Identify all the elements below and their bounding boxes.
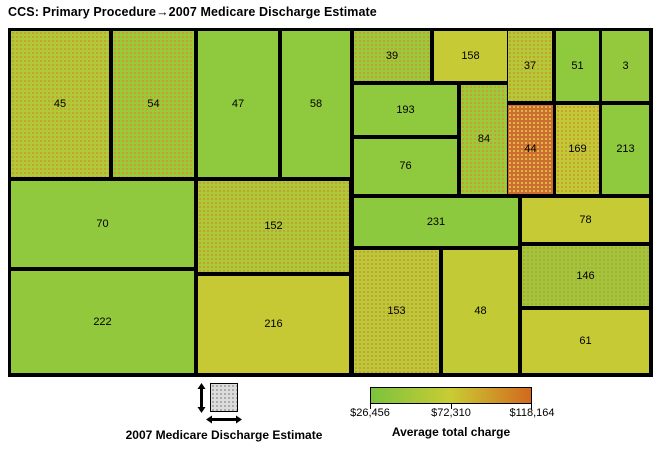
treemap-cell-3[interactable]: 3	[602, 31, 649, 101]
treemap-cell-label: 44	[524, 143, 537, 155]
treemap-cell-label: 231	[426, 215, 446, 228]
treemap-cell-152[interactable]: 152	[198, 181, 349, 272]
treemap-cell-193[interactable]: 193	[354, 85, 457, 135]
treemap-cell-label: 146	[576, 269, 595, 282]
treemap-cell-label: 37	[523, 59, 537, 72]
treemap-cell-label: 152	[264, 220, 283, 232]
treemap-cell-51[interactable]: 51	[556, 31, 599, 101]
treemap-cell-158[interactable]: 158	[434, 31, 507, 81]
treemap-cell-153[interactable]: 153	[354, 250, 439, 373]
treemap-cell-label: 47	[231, 97, 245, 110]
color-gradient-bar	[370, 387, 532, 404]
treemap-cell-76[interactable]: 76	[354, 139, 457, 194]
treemap-cell-213[interactable]: 213	[602, 105, 649, 194]
treemap-cell-70[interactable]: 70	[11, 181, 194, 267]
gradient-label-max: $118,164	[509, 407, 555, 419]
treemap-cell-61[interactable]: 61	[522, 310, 649, 373]
color-legend-label: Average total charge	[391, 425, 511, 439]
treemap-cell-label: 153	[387, 305, 406, 317]
treemap-cell-231[interactable]: 231	[354, 198, 518, 246]
treemap-cell-label: 216	[264, 318, 283, 330]
treemap-cell-84[interactable]: 84	[461, 85, 507, 194]
size-legend-label: 2007 Medicare Discharge Estimate	[125, 428, 323, 442]
gradient-tick-mid	[451, 404, 452, 409]
horizontal-resize-arrow-icon	[206, 415, 242, 424]
treemap-cell-216[interactable]: 216	[198, 276, 349, 373]
treemap-cell-label: 76	[399, 160, 412, 172]
treemap-cell-label: 58	[309, 97, 323, 110]
treemap-cell-label: 48	[474, 305, 487, 317]
treemap-cell-label: 61	[579, 335, 592, 347]
treemap-cell-44[interactable]: 44	[508, 105, 553, 194]
treemap-cell-label: 3	[622, 59, 629, 72]
treemap: 45 54 47 58 39 158 37 51 3 193 84 76 44 169 213 70 152 22…	[8, 28, 653, 377]
chart-title: CCS: Primary Procedure→2007 Medicare Dis…	[8, 5, 377, 19]
treemap-cell-label: 158	[461, 49, 480, 62]
treemap-cell-37[interactable]: 37	[508, 31, 552, 101]
treemap-cell-label: 78	[579, 213, 592, 226]
size-legend-swatch	[210, 383, 238, 412]
treemap-cell-47[interactable]: 47	[198, 31, 278, 177]
gradient-label-mid: $72,310	[431, 407, 471, 419]
treemap-cell-label: 39	[385, 49, 399, 62]
treemap-cell-label: 70	[96, 217, 109, 230]
gradient-label-min: $26,456	[350, 407, 390, 419]
treemap-cell-label: 193	[396, 103, 415, 116]
treemap-cell-58[interactable]: 58	[282, 31, 350, 177]
treemap-cell-48[interactable]: 48	[443, 250, 518, 373]
vertical-resize-arrow-icon	[197, 383, 206, 413]
treemap-cell-169[interactable]: 169	[556, 105, 599, 194]
treemap-cell-label: 222	[93, 315, 112, 328]
treemap-cell-label: 45	[53, 97, 67, 110]
treemap-cell-label: 213	[616, 143, 635, 155]
treemap-cell-222[interactable]: 222	[11, 271, 194, 373]
treemap-cell-label: 54	[147, 97, 160, 110]
treemap-cell-45[interactable]: 45	[11, 31, 109, 177]
treemap-cell-54[interactable]: 54	[113, 31, 194, 177]
treemap-cell-146[interactable]: 146	[522, 246, 649, 306]
treemap-cell-label: 84	[477, 133, 491, 145]
treemap-cell-label: 169	[568, 143, 587, 155]
gradient-tick-labels: $26,456 $72,310 $118,164	[350, 407, 554, 421]
treemap-cell-39[interactable]: 39	[354, 31, 430, 81]
treemap-cell-78[interactable]: 78	[522, 198, 649, 242]
gradient-tick-min	[370, 404, 371, 409]
treemap-cell-label: 51	[571, 59, 584, 72]
gradient-tick-max	[531, 404, 532, 409]
